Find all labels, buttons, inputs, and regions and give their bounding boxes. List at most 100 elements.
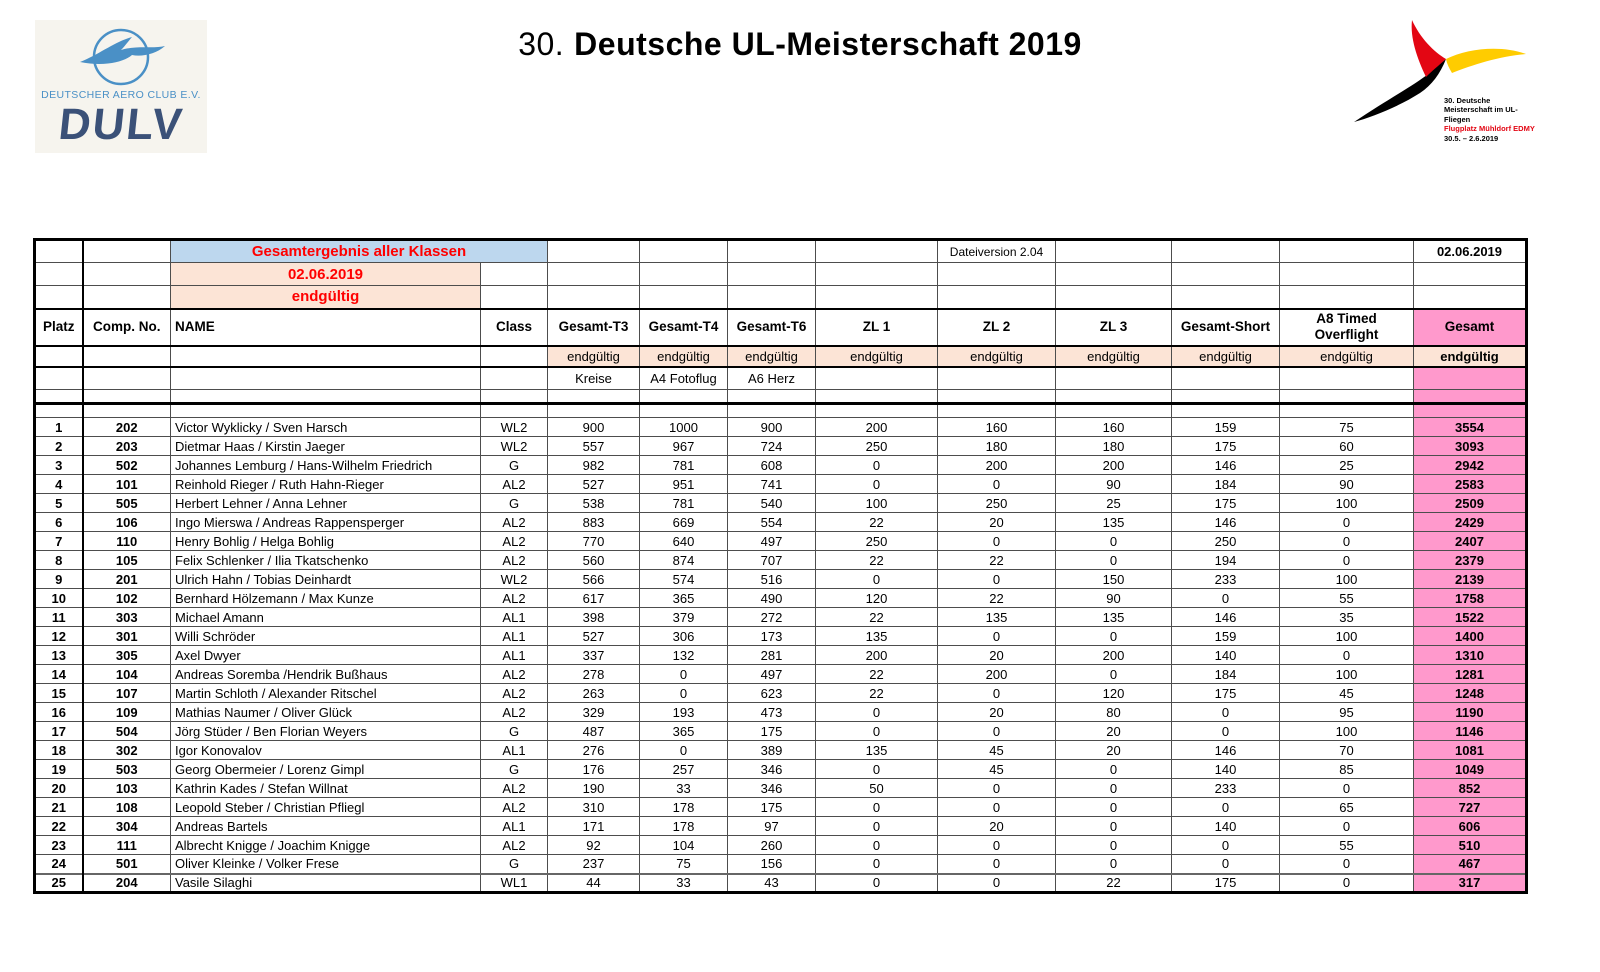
cell-gesamt-short: 0 — [1171, 588, 1280, 608]
cell-gesamt-t3: 557 — [547, 436, 640, 456]
table-row: 20 103 Kathrin Kades / Stefan Willnat AL2 19… — [34, 778, 1527, 798]
cell-gesamt-t6: 490 — [727, 588, 816, 608]
cell-gesamt: 1081 — [1413, 740, 1527, 760]
cell-platz: 19 — [34, 759, 84, 779]
cell-a8: 0 — [1279, 872, 1414, 893]
empty-cell — [937, 366, 1056, 390]
empty-cell — [1055, 262, 1172, 286]
cell-platz: 22 — [34, 816, 84, 836]
event-line1: 30. Deutsche — [1444, 96, 1491, 105]
cell-class: AL2 — [480, 550, 548, 570]
col-header-platz: Platz — [34, 307, 84, 347]
empty-cell — [639, 389, 728, 405]
table-row: 19 503 Georg Obermeier / Lorenz Gimpl G 176 2… — [34, 759, 1527, 779]
cell-gesamt: 1758 — [1413, 588, 1527, 608]
status-t3: endgültig — [547, 345, 640, 368]
col-header-gesamt-t6: Gesamt-T6 — [727, 307, 816, 347]
cell-a8: 100 — [1279, 569, 1414, 589]
status-t4: endgültig — [639, 345, 728, 368]
status-gesamt: endgültig — [1413, 345, 1527, 368]
empty-cell — [34, 389, 84, 405]
cell-gesamt: 1049 — [1413, 759, 1527, 779]
cell-name: Oliver Kleinke / Volker Frese — [170, 854, 481, 874]
cell-zl1: 100 — [815, 493, 938, 513]
cell-a8: 100 — [1279, 626, 1414, 646]
cell-name: Kathrin Kades / Stefan Willnat — [170, 778, 481, 798]
cell-zl1: 200 — [815, 645, 938, 665]
cell-gesamt-t3: 171 — [547, 816, 640, 836]
empty-cell — [82, 345, 171, 368]
col-header-gesamt-short: Gesamt-Short — [1171, 307, 1280, 347]
cell-gesamt-t3: 883 — [547, 512, 640, 532]
cell-zl2: 22 — [937, 588, 1056, 608]
table-row: 11 303 Michael Amann AL1 398 379 272 22 135 135 14… — [34, 607, 1527, 627]
cell-name: Johannes Lemburg / Hans-Wilhelm Friedric… — [170, 455, 481, 475]
status-zl2: endgültig — [937, 345, 1056, 368]
cell-gesamt-t4: 1000 — [639, 417, 728, 437]
cell-zl3: 200 — [1055, 645, 1172, 665]
task-subheader-row: Kreise A4 Fotoflug A6 Herz — [34, 366, 1527, 390]
cell-zl1: 22 — [815, 512, 938, 532]
cell-zl2: 0 — [937, 778, 1056, 798]
empty-cell — [547, 285, 640, 309]
cell-zl2: 0 — [937, 474, 1056, 494]
cell-class: WL2 — [480, 569, 548, 589]
cell-gesamt-short: 175 — [1171, 493, 1280, 513]
cell-comp-no: 304 — [82, 816, 171, 836]
cell-name: Albrecht Knigge / Joachim Knigge — [170, 835, 481, 855]
cell-zl3: 20 — [1055, 721, 1172, 741]
empty-cell — [547, 262, 640, 286]
cell-zl1: 22 — [815, 550, 938, 570]
cell-gesamt-t3: 278 — [547, 664, 640, 684]
table-row: 18 302 Igor Konovalov AL1 276 0 389 135 45 20 146 7… — [34, 740, 1527, 760]
cell-class: AL2 — [480, 531, 548, 551]
cell-gesamt-t3: 398 — [547, 607, 640, 627]
empty-cell — [815, 403, 938, 418]
cell-zl3: 0 — [1055, 835, 1172, 855]
cell-class: G — [480, 455, 548, 475]
cell-platz: 20 — [34, 778, 84, 798]
cell-gesamt-t6: 272 — [727, 607, 816, 627]
empty-cell — [1279, 285, 1414, 309]
cell-name: Jörg Stüder / Ben Florian Weyers — [170, 721, 481, 741]
table-row: 15 107 Martin Schloth / Alexander Ritschel… — [34, 683, 1527, 703]
cell-zl3: 120 — [1055, 683, 1172, 703]
empty-cell — [480, 345, 548, 368]
empty-cell — [82, 285, 171, 309]
cell-gesamt-t3: 92 — [547, 835, 640, 855]
cell-gesamt-t4: 306 — [639, 626, 728, 646]
task-t4: A4 Fotoflug — [639, 366, 728, 390]
aeroclub-bird-icon — [80, 28, 165, 86]
cell-a8: 0 — [1279, 531, 1414, 551]
cell-gesamt-t3: 617 — [547, 588, 640, 608]
banner-overall-result: Gesamtergebnis aller Klassen — [170, 239, 548, 263]
cell-zl1: 0 — [815, 816, 938, 836]
cell-zl3: 0 — [1055, 854, 1172, 874]
empty-cell — [1171, 262, 1280, 286]
cell-a8: 35 — [1279, 607, 1414, 627]
column-header-row: Platz Comp. No. NAME Class Gesamt-T3 Ges… — [34, 307, 1527, 347]
date-top-right: 02.06.2019 — [1413, 239, 1527, 263]
cell-gesamt: 1190 — [1413, 702, 1527, 722]
cell-gesamt: 2139 — [1413, 569, 1527, 589]
cell-zl1: 0 — [815, 872, 938, 893]
status-a8: endgültig — [1279, 345, 1414, 368]
cell-gesamt-short: 146 — [1171, 740, 1280, 760]
cell-class: WL1 — [480, 872, 548, 893]
empty-cell — [1413, 262, 1527, 286]
cell-platz: 7 — [34, 531, 84, 551]
cell-name: Henry Bohlig / Helga Bohlig — [170, 531, 481, 551]
table-row: 21 108 Leopold Steber / Christian Pfliegl A… — [34, 797, 1527, 817]
col-header-comp-no: Comp. No. — [82, 307, 171, 347]
empty-cell — [639, 285, 728, 309]
cell-gesamt-short: 159 — [1171, 417, 1280, 437]
table-row: 9 201 Ulrich Hahn / Tobias Deinhardt WL2 566… — [34, 569, 1527, 589]
col-header-name: NAME — [170, 307, 481, 347]
cell-zl2: 22 — [937, 550, 1056, 570]
empty-cell — [82, 403, 171, 418]
event-line4: 30.5. – 2.6.2019 — [1444, 133, 1499, 143]
cell-gesamt-t3: 190 — [547, 778, 640, 798]
cell-zl1: 200 — [815, 417, 938, 437]
cell-gesamt-t4: 365 — [639, 588, 728, 608]
cell-class: AL2 — [480, 702, 548, 722]
